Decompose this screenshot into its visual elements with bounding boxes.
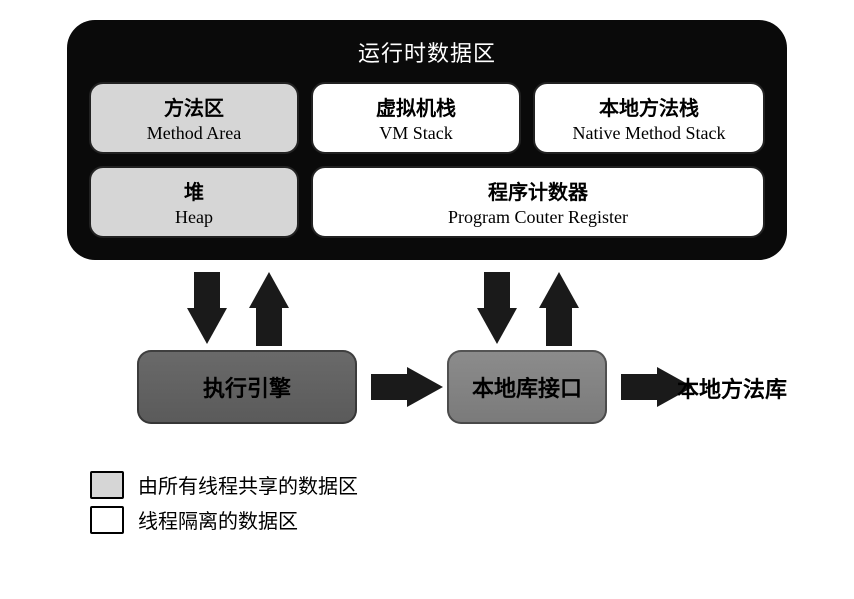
runtime-title: 运行时数据区 — [89, 36, 765, 68]
execution-engine-box: 执行引擎 — [137, 350, 357, 424]
vm-stack-cn: 虚拟机栈 — [376, 92, 456, 121]
arrow-down-icon — [477, 308, 517, 344]
legend-row-shared: 由所有线程共享的数据区 — [90, 470, 804, 499]
native-interface-box: 本地库接口 — [447, 350, 607, 424]
legend-row-isolated: 线程隔离的数据区 — [90, 505, 804, 534]
legend: 由所有线程共享的数据区 线程隔离的数据区 — [90, 470, 804, 534]
legend-shared-label: 由所有线程共享的数据区 — [138, 470, 358, 499]
pc-register-en: Program Couter Register — [448, 207, 628, 228]
native-stack-en: Native Method Stack — [573, 123, 726, 144]
native-stack-box: 本地方法栈 Native Method Stack — [533, 82, 765, 154]
execution-engine-label: 执行引擎 — [203, 371, 291, 403]
native-library-label: 本地方法库 — [677, 372, 787, 404]
method-area-en: Method Area — [147, 123, 241, 144]
arrow-right-icon — [407, 367, 443, 407]
heap-en: Heap — [175, 207, 213, 228]
legend-swatch-isolated — [90, 506, 124, 534]
vm-stack-en: VM Stack — [379, 123, 453, 144]
runtime-data-area: 运行时数据区 方法区 Method Area 虚拟机栈 VM Stack 本地方… — [67, 20, 787, 260]
heap-box: 堆 Heap — [89, 166, 299, 238]
method-area-cn: 方法区 — [164, 92, 224, 121]
pc-register-box: 程序计数器 Program Couter Register — [311, 166, 765, 238]
flow-row: 执行引擎 本地库接口 本地方法库 — [67, 260, 787, 440]
arrow-up-icon — [539, 272, 579, 308]
method-area-box: 方法区 Method Area — [89, 82, 299, 154]
arrow-down-icon — [187, 308, 227, 344]
legend-swatch-shared — [90, 471, 124, 499]
heap-cn: 堆 — [184, 176, 204, 205]
runtime-grid: 方法区 Method Area 虚拟机栈 VM Stack 本地方法栈 Nati… — [89, 82, 765, 238]
native-stack-cn: 本地方法栈 — [599, 92, 699, 121]
pc-register-cn: 程序计数器 — [488, 176, 588, 205]
arrow-up-icon — [249, 272, 289, 308]
vm-stack-box: 虚拟机栈 VM Stack — [311, 82, 521, 154]
legend-isolated-label: 线程隔离的数据区 — [138, 505, 298, 534]
native-interface-label: 本地库接口 — [472, 371, 582, 403]
